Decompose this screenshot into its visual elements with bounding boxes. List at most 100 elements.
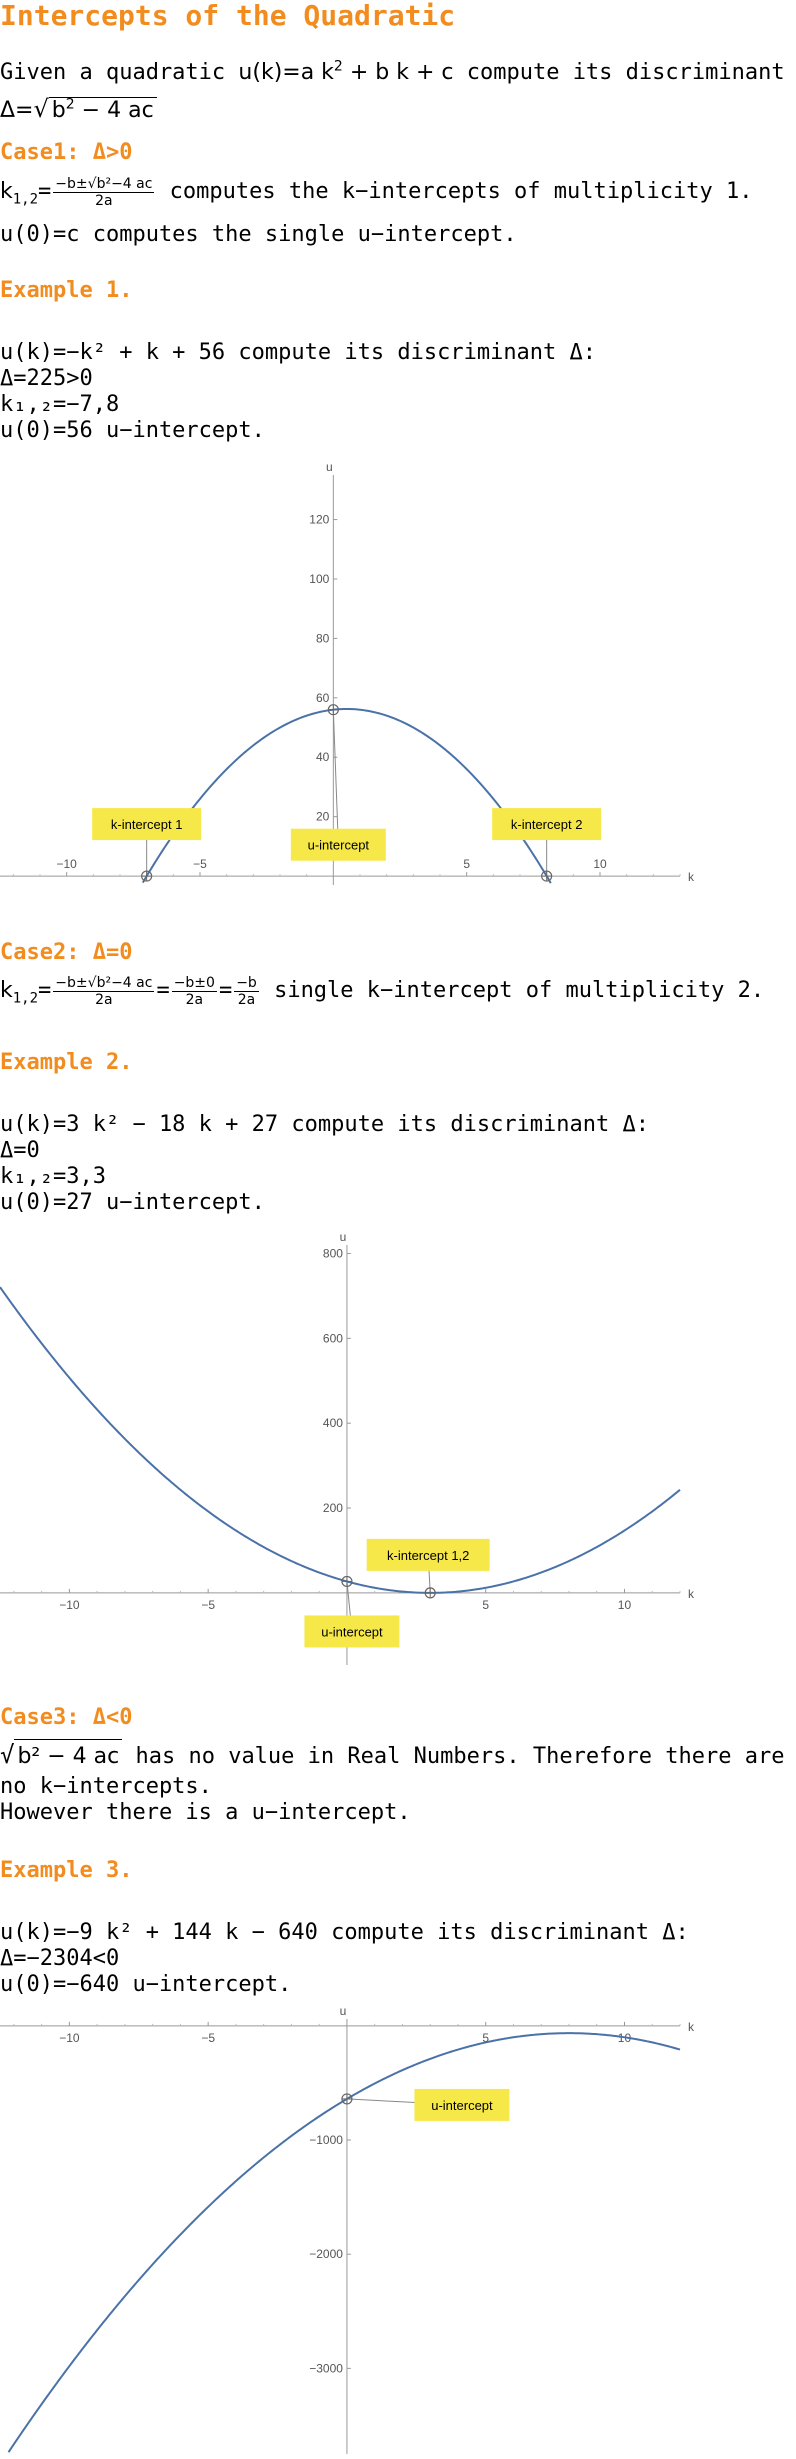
callout-label: k-intercept 2 [511,817,583,832]
callout-box [414,2088,510,2121]
disc-sq: 2 [65,96,75,113]
disc-lhs: Δ= [0,98,34,123]
case2-f1-den: 2a [95,991,113,1008]
y-tick-label: 400 [323,1416,343,1430]
callout-label: u-intercept [431,2098,493,2113]
quadratic-curve [0,1286,681,1594]
example1-k-values: k₁,₂=−7,8 [0,392,120,417]
y-tick-label: −1000 [309,2133,343,2147]
x-axis-label: k [688,1587,695,1601]
example2-heading: Example 2. [0,1050,133,1075]
callout-box [366,1538,490,1571]
case2-f1-num: −b±√b²−4 ac [53,974,155,992]
callout-label: u-intercept [321,1624,383,1639]
case3-line1-text: has no value in Real Numbers. Therefore … [122,1744,785,1769]
case2-k-formula: k1,2= −b±√b²−4 ac 2a = −b±0 2a = −b 2a single k−… [0,974,765,1008]
intro-post: compute its discriminant [453,60,796,85]
case2-heading: Case2: Δ=0 [0,940,133,965]
intro-pre: Given a quadratic [0,60,239,85]
x-tick-label: −10 [56,857,77,871]
case2-fraction-1: −b±√b²−4 ac 2a [53,974,155,1008]
example1-heading: Example 1. [0,278,133,303]
callout-box [290,828,386,861]
example2-chart: k u −10 −5 5 10 200 400 600 800 k-intercept 1,2 u-i… [0,1230,695,1665]
example2-equation: u(k)=3 k² − 18 k + 27 compute its discri… [0,1112,650,1137]
y-tick-label: 120 [309,513,329,527]
example1-equation: u(k)=−k² + k + 56 compute its discrimina… [0,340,597,365]
example1-u-value: u(0)=56 u−intercept. [0,418,265,443]
intro-fn: u(k)=a k [238,60,334,85]
y-tick-label: 60 [316,691,330,705]
intro-rest: + b k + c [342,60,454,85]
example1-chart: k u −10 −5 5 10 20 40 60 80 100 120 k-intercept 1 k-i… [0,460,695,885]
radical-icon: √ [0,1741,15,1769]
x-tick-label: 5 [482,1598,489,1612]
case2-f3-den: 2a [237,991,256,1008]
case2-text: single k−intercept of multiplicity 2. [260,978,765,1003]
x-axis-label: k [688,870,695,884]
case2-fraction-2: −b±0 2a [171,974,217,1008]
case2-fraction-3: −b 2a [234,975,259,1008]
example2-discriminant: Δ=0 [0,1138,40,1163]
case3-line3: However there is a u−intercept. [0,1800,411,1825]
case2-k: k [0,978,13,1003]
x-axis-label: k [688,2020,695,2034]
y-tick-label: 20 [316,810,330,824]
callout-box [92,808,202,841]
y-axis-label: u [326,460,333,474]
x-tick-label: 10 [618,1598,632,1612]
disc-b: b [51,98,66,123]
case2-f3-num: −b [234,974,259,992]
x-tick-label: 5 [482,2031,489,2045]
x-tick-label: −5 [201,2031,215,2045]
case2-f2-num: −b±0 [171,974,217,992]
callout-box [492,808,602,841]
case3-radicand: b² − 4 ac [14,1739,123,1774]
case3-heading: Case3: Δ<0 [0,1705,133,1730]
callout-label: u-intercept [308,838,370,853]
x-tick-label: 5 [463,857,470,871]
example2-u-value: u(0)=27 u−intercept. [0,1190,265,1215]
case1-u-text: u(0)=c computes the single u−intercept. [0,222,517,247]
case1-fraction: −b±√b²−4 ac 2a [53,175,155,209]
y-axis-label: u [340,2004,347,2018]
intro-sq: 2 [333,58,343,75]
case1-heading: Case1: Δ>0 [0,140,133,165]
case1-eq: = [38,179,52,204]
case2-k-sub: 1,2 [12,990,39,1007]
y-axis-label: u [340,1230,347,1244]
quadratic-curve [141,707,552,884]
x-tick-label: 10 [593,857,607,871]
case2-f2-den: 2a [185,991,204,1008]
case1-k-formula: k1,2= −b±√b²−4 ac 2a computes the k−interc… [0,172,752,212]
page-title: Intercepts of the Quadratic [0,0,456,32]
case3-line2: no k−intercepts. [0,1774,212,1799]
example3-u-value: u(0)=−640 u−intercept. [0,1972,292,1997]
intro-line: Given a quadratic u(k)=a k2 + b k + c co… [0,60,796,86]
x-tick-label: −5 [201,1598,215,1612]
example1-discriminant: Δ=225>0 [0,366,93,391]
case1-k: k [0,179,13,204]
y-tick-label: −2000 [309,2247,343,2261]
callout-box [304,1615,400,1648]
radical-icon: √ [33,95,49,123]
example2-k-values: k₁,₂=3,3 [0,1164,106,1189]
example3-discriminant: Δ=−2304<0 [0,1946,120,1971]
y-tick-label: 600 [323,1331,343,1345]
callout-line [332,709,339,845]
case3-line1: √ b² − 4 ac has no value in Real Numbers.… [0,1738,785,1772]
disc-tail: − 4 ac [74,98,154,123]
discriminant-formula: Δ=√ b2 − 4 ac [0,96,157,124]
quadratic-curve [7,2032,681,2453]
disc-radicand: b2 − 4 ac [48,96,157,124]
x-tick-label: −10 [59,1598,80,1612]
y-tick-label: 200 [323,1501,343,1515]
case1-frac-num: −b±√b²−4 ac [53,175,155,193]
y-tick-label: 800 [323,1246,343,1260]
intro-quadratic: u(k)=a k2 + b k + c [238,60,453,85]
y-tick-label: −3000 [309,2361,343,2375]
case1-frac-den: 2a [95,192,113,209]
example3-equation: u(k)=−9 k² + 144 k − 640 compute its dis… [0,1920,689,1945]
example3-heading: Example 3. [0,1858,133,1883]
